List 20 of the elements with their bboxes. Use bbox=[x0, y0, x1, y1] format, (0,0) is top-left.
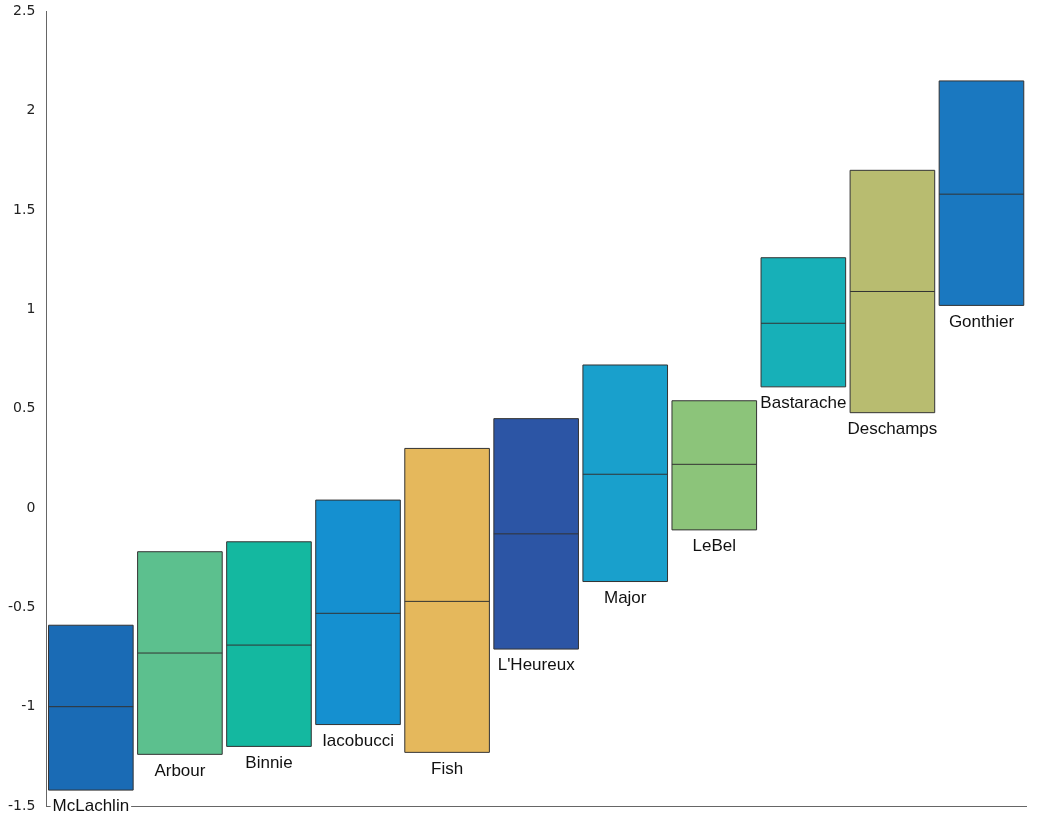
y-tick-label: 1 bbox=[26, 300, 36, 317]
x-tick-label: Fish bbox=[431, 758, 464, 778]
x-tick-label: Iacobucci bbox=[322, 730, 394, 750]
x-tick-label: Major bbox=[603, 587, 647, 607]
x-tick-label: L'Heureux bbox=[497, 655, 576, 675]
x-tick-label: Deschamps bbox=[847, 418, 938, 438]
y-tick-label: 2.5 bbox=[13, 2, 36, 19]
x-tick-label: Gonthier bbox=[948, 311, 1015, 331]
y-tick-label: 1.5 bbox=[13, 200, 36, 217]
y-tick-label: -0.5 bbox=[7, 597, 36, 614]
x-tick-label: LeBel bbox=[692, 536, 737, 556]
y-tick-label: 0 bbox=[26, 498, 36, 515]
x-tick-label: McLachlin bbox=[52, 796, 130, 816]
y-tick-label: -1.5 bbox=[7, 796, 36, 813]
y-tick-label: 0.5 bbox=[13, 399, 36, 416]
y-tick-label: 2 bbox=[26, 101, 36, 118]
x-tick-label: Binnie bbox=[245, 752, 293, 772]
x-tick-label: Bastarache bbox=[760, 393, 847, 413]
x-tick-label: Arbour bbox=[154, 760, 206, 780]
y-tick-label: -1 bbox=[21, 697, 36, 714]
